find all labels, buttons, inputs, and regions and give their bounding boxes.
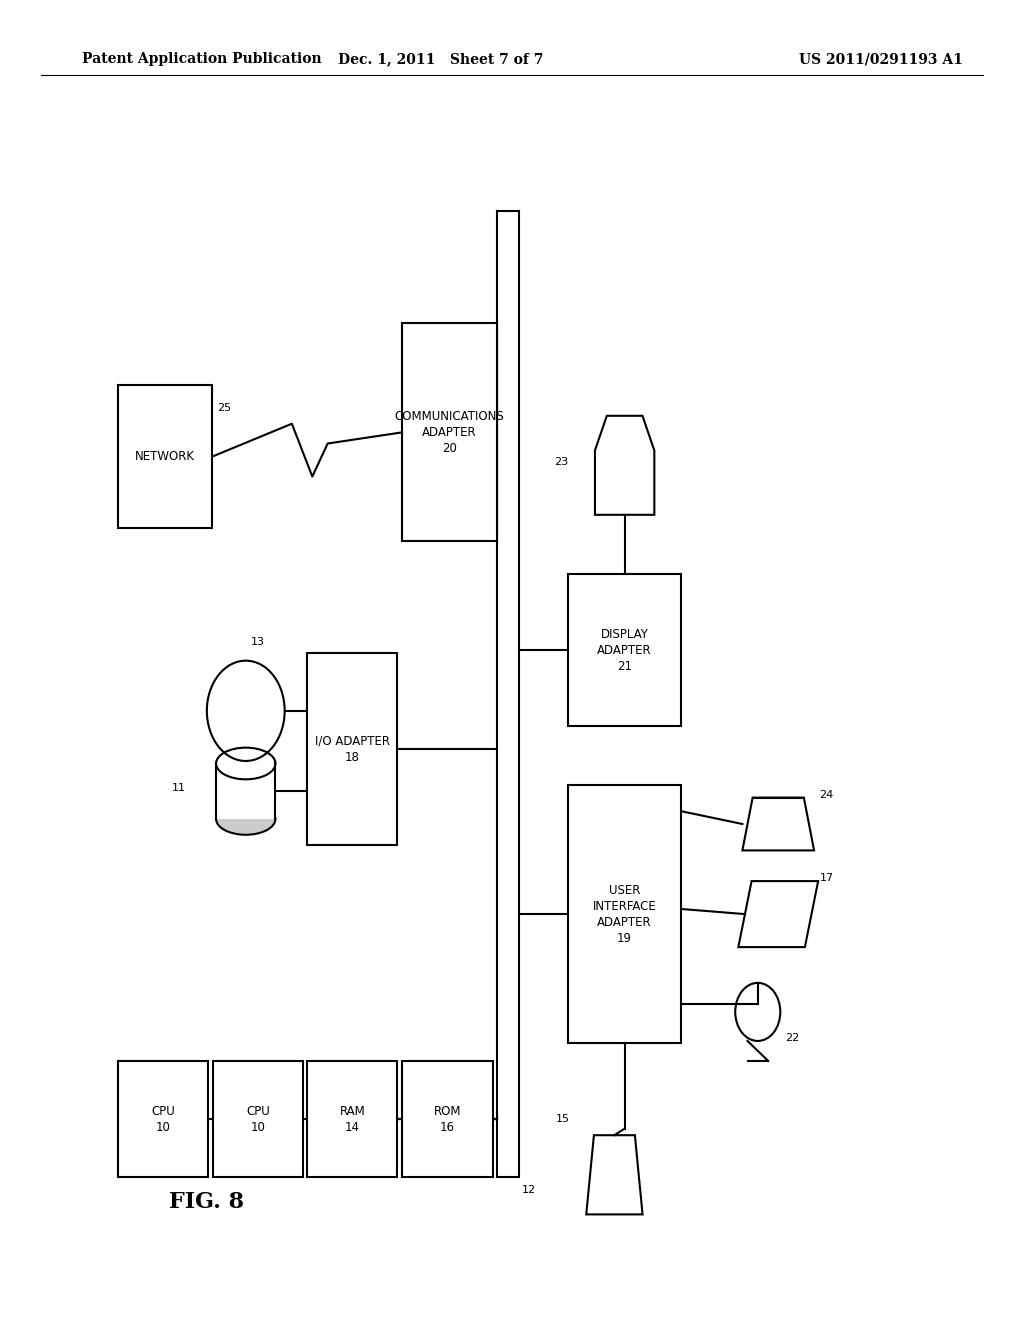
Text: I/O ADAPTER
18: I/O ADAPTER 18: [314, 735, 390, 763]
Text: 22: 22: [785, 1034, 800, 1043]
Text: ROM
16: ROM 16: [434, 1105, 461, 1134]
Text: 25: 25: [217, 403, 231, 413]
Text: COMMUNICATIONS
ADAPTER
20: COMMUNICATIONS ADAPTER 20: [394, 409, 505, 455]
Text: RAM
14: RAM 14: [339, 1105, 366, 1134]
Text: 15: 15: [556, 1114, 569, 1125]
Bar: [216, 763, 275, 818]
Bar: [497, 211, 519, 1177]
Text: FIG. 8: FIG. 8: [169, 1191, 244, 1213]
Text: 12: 12: [522, 1185, 537, 1196]
Text: Dec. 1, 2011   Sheet 7 of 7: Dec. 1, 2011 Sheet 7 of 7: [338, 53, 543, 66]
Bar: [118, 385, 212, 528]
Text: CPU
10: CPU 10: [151, 1105, 175, 1134]
Text: 24: 24: [819, 789, 834, 800]
Text: CPU
10: CPU 10: [246, 1105, 270, 1134]
Bar: [568, 785, 681, 1043]
Text: NETWORK: NETWORK: [135, 450, 195, 463]
Ellipse shape: [216, 803, 275, 834]
Text: US 2011/0291193 A1: US 2011/0291193 A1: [799, 53, 963, 66]
Text: 11: 11: [171, 783, 185, 793]
Text: 23: 23: [554, 457, 568, 467]
Text: USER
INTERFACE
ADAPTER
19: USER INTERFACE ADAPTER 19: [593, 883, 656, 945]
Text: Patent Application Publication: Patent Application Publication: [82, 53, 322, 66]
Text: DISPLAY
ADAPTER
21: DISPLAY ADAPTER 21: [597, 627, 652, 673]
Bar: [307, 1061, 397, 1177]
Text: 17: 17: [819, 873, 834, 883]
Bar: [213, 1061, 303, 1177]
Bar: [402, 1061, 493, 1177]
Bar: [307, 653, 397, 845]
Bar: [402, 323, 497, 541]
Text: 13: 13: [251, 636, 265, 647]
Bar: [118, 1061, 208, 1177]
Bar: [568, 574, 681, 726]
